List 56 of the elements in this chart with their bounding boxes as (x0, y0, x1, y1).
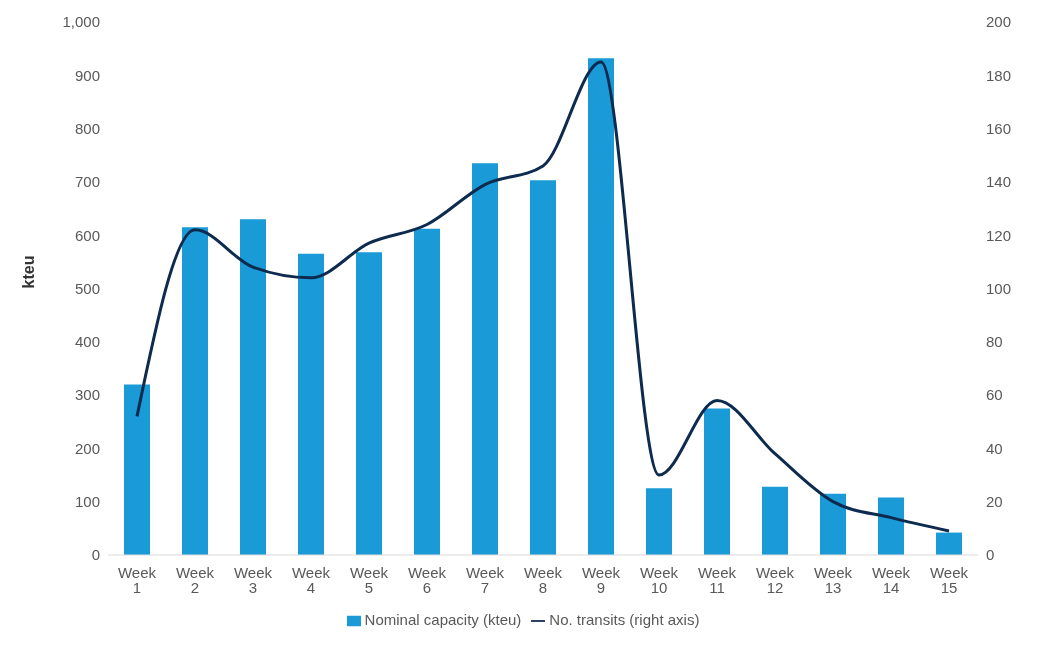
y-tick-label: 900 (74, 66, 100, 84)
line-series (135, 60, 951, 533)
x-tick-label: Week 7 (465, 563, 505, 596)
x-tick-label: Week 3 (233, 563, 273, 596)
bar (820, 493, 846, 555)
x-tick-label: Week 15 (929, 563, 969, 596)
y-tick-label: 300 (74, 386, 100, 404)
bar (240, 219, 266, 555)
bar (472, 163, 498, 555)
y2-tick-label: 180 (986, 66, 1012, 84)
x-tick-label: Week 6 (407, 563, 447, 596)
y-tick-label: 200 (74, 439, 100, 457)
y-tick-label: 0 (91, 546, 100, 564)
x-tick-label: Week 14 (871, 563, 911, 596)
bar (588, 58, 614, 555)
x-tick-label: Week 12 (755, 563, 795, 596)
bar (356, 252, 382, 555)
y-axis-title: kteu (19, 255, 37, 289)
bar (936, 532, 962, 555)
y-tick-label: 100 (74, 493, 100, 510)
y2-tick-label: 80 (986, 333, 1003, 351)
y2-tick-label: 160 (986, 119, 1012, 137)
bar (646, 488, 672, 555)
bar (704, 408, 730, 555)
y-tick-label: 600 (74, 226, 100, 244)
y2-tick-label: 0 (986, 546, 995, 564)
legend-label: No. transits (right axis) (549, 610, 700, 628)
x-tick-label: Week 5 (349, 563, 389, 596)
y-tick-label: 700 (74, 173, 100, 191)
bar (530, 180, 556, 555)
x-tick-label: Week 4 (291, 563, 331, 596)
bar (182, 227, 208, 555)
bar (878, 497, 904, 555)
y-tick-label: 500 (74, 279, 100, 297)
y-tick-label: 1,000 (62, 13, 100, 31)
x-tick-label: Week 1 (117, 563, 157, 596)
x-tick-label: Week 13 (813, 563, 853, 596)
x-tick-label: Week 11 (697, 563, 737, 596)
bar (298, 253, 324, 555)
legend-label: Nominal capacity (kteu) (364, 610, 522, 628)
y2-tick-label: 40 (986, 439, 1003, 457)
y-tick-label: 400 (74, 333, 100, 351)
y2-tick-label: 200 (986, 13, 1012, 31)
bar (762, 486, 788, 555)
x-tick-label: Week 10 (639, 563, 679, 596)
x-tick-label: Week 8 (523, 563, 563, 596)
y2-tick-label: 20 (986, 493, 1003, 510)
y2-tick-label: 100 (986, 279, 1012, 297)
x-tick-label: Week 2 (175, 563, 215, 596)
y2-tick-label: 140 (986, 173, 1012, 191)
bar (414, 228, 440, 555)
x-tick-label: Week 9 (581, 563, 621, 596)
y2-tick-label: 60 (986, 386, 1003, 404)
y2-tick-label: 120 (986, 226, 1012, 244)
y-tick-label: 800 (74, 119, 100, 137)
bar (124, 384, 150, 555)
